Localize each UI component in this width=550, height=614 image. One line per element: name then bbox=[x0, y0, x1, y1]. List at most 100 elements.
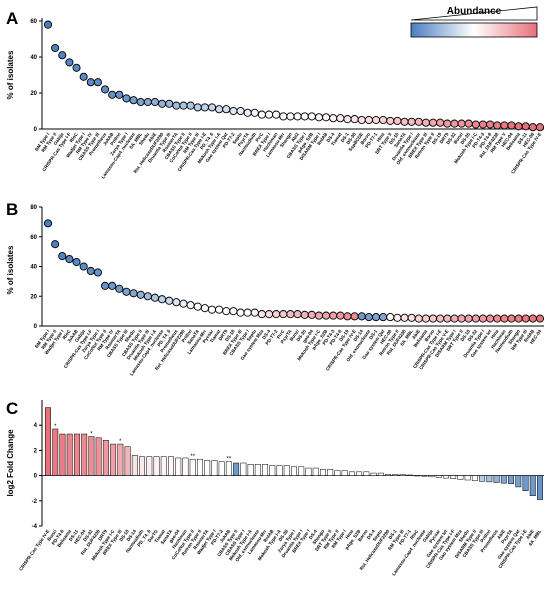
data-point bbox=[286, 112, 295, 121]
data-point bbox=[108, 281, 117, 290]
y-tick-label: 80 bbox=[30, 205, 37, 211]
category-label: DS-10 bbox=[118, 528, 130, 542]
category-label: Borvo bbox=[359, 132, 371, 146]
bar bbox=[276, 465, 283, 476]
bar bbox=[117, 443, 124, 476]
category-label: RloC bbox=[61, 328, 72, 340]
data-point bbox=[514, 122, 523, 131]
data-point bbox=[93, 78, 102, 87]
data-point bbox=[329, 311, 338, 320]
data-point bbox=[535, 314, 545, 323]
data-point bbox=[528, 123, 537, 132]
panel-b-y-ticks: 0 20 40 60 80 bbox=[30, 205, 42, 330]
data-point bbox=[229, 307, 238, 316]
data-point bbox=[79, 72, 88, 81]
data-point bbox=[207, 103, 217, 112]
panel-a-points bbox=[43, 20, 545, 132]
data-point bbox=[122, 287, 131, 296]
data-point bbox=[528, 314, 537, 323]
data-point bbox=[293, 112, 302, 121]
data-point bbox=[264, 110, 274, 119]
category-label: DS-32 bbox=[445, 131, 457, 145]
data-point bbox=[193, 302, 202, 311]
legend-color-bar bbox=[410, 22, 538, 38]
data-point bbox=[393, 313, 402, 322]
data-point bbox=[58, 252, 67, 261]
bar bbox=[450, 475, 457, 480]
data-point bbox=[186, 101, 195, 110]
category-label: Bunzi bbox=[46, 529, 57, 542]
data-point bbox=[507, 314, 516, 323]
data-point bbox=[478, 314, 488, 323]
panel-a-y-ticks: 0 20 40 60 bbox=[30, 19, 42, 133]
category-label: DRT9 bbox=[97, 528, 108, 541]
category-label: Septu bbox=[372, 529, 384, 542]
bar bbox=[175, 457, 182, 476]
data-point bbox=[364, 313, 373, 322]
data-point bbox=[186, 301, 195, 310]
data-point bbox=[236, 308, 245, 317]
category-label: Hma bbox=[376, 131, 386, 142]
category-label: DRT9 bbox=[439, 131, 450, 144]
category-label: Borvo bbox=[357, 529, 369, 543]
bar bbox=[493, 475, 500, 483]
bar bbox=[305, 467, 312, 476]
data-point bbox=[486, 120, 495, 129]
data-point bbox=[357, 312, 366, 321]
data-point bbox=[122, 94, 131, 103]
data-point bbox=[428, 314, 438, 323]
category-label: DS-35 bbox=[295, 328, 307, 342]
data-point bbox=[436, 118, 445, 127]
legend-wedge bbox=[410, 6, 538, 21]
data-point bbox=[464, 119, 473, 128]
bar bbox=[486, 475, 493, 483]
data-point bbox=[286, 310, 295, 319]
category-label: Bunzi bbox=[453, 132, 464, 145]
y-tick-label: 60 bbox=[30, 235, 37, 241]
bar bbox=[435, 475, 442, 478]
data-point bbox=[65, 58, 74, 67]
significance-marker: * bbox=[119, 439, 122, 445]
data-point bbox=[421, 118, 430, 127]
data-point bbox=[257, 310, 266, 319]
category-label: DS-38 bbox=[345, 131, 357, 145]
bar bbox=[522, 475, 529, 491]
bar bbox=[139, 456, 146, 476]
bar bbox=[319, 469, 326, 476]
data-point bbox=[58, 51, 67, 60]
data-point bbox=[322, 311, 331, 320]
data-point bbox=[300, 112, 309, 121]
bar bbox=[385, 474, 392, 476]
data-point bbox=[272, 110, 281, 119]
data-point bbox=[464, 314, 473, 323]
panel-c-y-ticks: -4 -2 0 2 4 bbox=[32, 423, 42, 530]
bar bbox=[515, 475, 522, 488]
panel-a-ylabel: % of isolates bbox=[6, 50, 15, 99]
y-tick-label: 0 bbox=[34, 324, 38, 330]
data-point bbox=[493, 121, 502, 130]
bar bbox=[363, 471, 370, 476]
bar bbox=[196, 458, 203, 476]
data-point bbox=[450, 119, 459, 128]
data-point bbox=[329, 114, 338, 123]
data-point bbox=[300, 310, 309, 319]
panel-c-category-labels: CRISPR-Cas Type IV-EBunziPD-T4-8Belisama… bbox=[18, 528, 542, 576]
y-tick-label: 20 bbox=[30, 294, 37, 300]
data-point bbox=[350, 115, 359, 124]
category-label: AbiE bbox=[496, 529, 506, 540]
data-point bbox=[364, 115, 373, 125]
category-label: DRT9 bbox=[218, 328, 229, 341]
data-point bbox=[172, 101, 181, 110]
data-point bbox=[307, 112, 316, 121]
y-tick-label: 4 bbox=[34, 423, 38, 429]
bar bbox=[88, 436, 95, 476]
data-point bbox=[200, 304, 209, 313]
category-label: Borvo bbox=[424, 329, 436, 343]
category-label: Abi2 bbox=[290, 131, 300, 142]
bar bbox=[392, 474, 399, 476]
bar bbox=[334, 470, 341, 476]
data-point bbox=[436, 314, 445, 323]
data-point bbox=[179, 299, 188, 308]
data-point bbox=[407, 313, 416, 322]
